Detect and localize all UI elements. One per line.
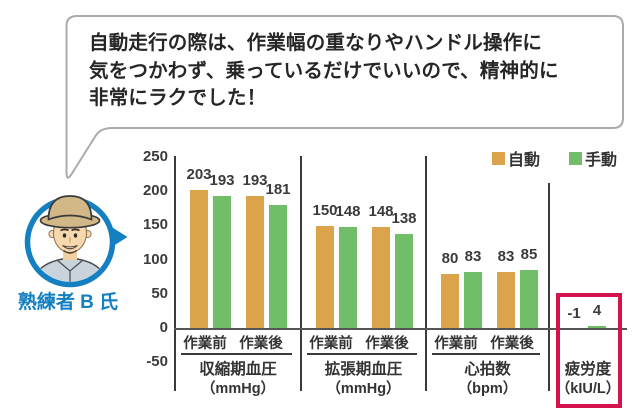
group-unit-label: （bpm） <box>457 381 518 397</box>
group-separator <box>548 183 550 391</box>
speech-bubble-text: 自動走行の際は、作業幅の重なりやハンドル操作に 気をつかわず、乗っているだけでい… <box>89 30 609 113</box>
bar <box>395 234 413 329</box>
bar <box>520 270 538 329</box>
pair-underline <box>432 353 540 355</box>
y-tick-label: 150 <box>142 216 168 234</box>
legend-item-manual: 手動 <box>569 146 617 170</box>
bubble-line-2: 気をつかわず、乗っているだけでいいので、精神的に <box>89 59 559 82</box>
farmer-avatar <box>24 195 128 288</box>
y-tick-label: 100 <box>142 250 168 268</box>
group-separator <box>425 156 427 391</box>
legend-swatch-auto <box>492 152 505 165</box>
legend-swatch-manual <box>569 152 582 165</box>
pair-underline <box>307 353 417 355</box>
bar <box>588 325 606 329</box>
bar <box>372 227 390 329</box>
bar-value-label: 83 <box>464 247 482 265</box>
bar <box>464 271 482 329</box>
y-tick-label: -50 <box>146 353 168 371</box>
bar <box>246 196 264 329</box>
speech-bubble-outline <box>65 15 624 179</box>
bar <box>190 189 208 329</box>
group-separator <box>300 156 302 391</box>
x-axis-label: 作業前 <box>183 336 227 352</box>
zero-axis-line <box>173 327 627 330</box>
y-tick-label: 250 <box>142 148 168 165</box>
mouth <box>62 244 78 250</box>
bar-value-label: -1 <box>567 304 581 322</box>
pair-underline <box>181 353 292 355</box>
bar-value-label: 193 <box>209 172 235 190</box>
bar-value-label: 181 <box>265 180 291 198</box>
bar-value-label: 148 <box>368 203 394 221</box>
bubble-line-1: 自動走行の際は、作業幅の重なりやハンドル操作に <box>89 32 543 54</box>
bar <box>339 227 357 329</box>
group-unit-label: （mmHg） <box>200 381 276 397</box>
x-axis-label: 作業後 <box>239 336 283 352</box>
x-axis-label: 作業前 <box>309 336 353 352</box>
bar-value-label: 4 <box>592 301 602 319</box>
bar-value-label: 80 <box>441 249 459 267</box>
y-tick-label: 200 <box>142 182 168 200</box>
y-tick-label: 0 <box>159 319 168 336</box>
group-unit-label: （kIU/L） <box>555 381 621 397</box>
x-axis-label: 作業後 <box>490 336 534 352</box>
group-label: 拡張期血圧 <box>324 361 403 378</box>
group-label: 収縮期血圧 <box>199 361 277 378</box>
group-unit-label: （mmHg） <box>326 381 401 397</box>
bar-value-label: 203 <box>186 165 212 183</box>
y-tick-label: 50 <box>151 284 168 302</box>
straw-hat-icon <box>39 195 101 229</box>
bar <box>316 225 334 329</box>
group-label: 疲労度 <box>564 361 612 378</box>
legend-label-manual: 手動 <box>585 152 618 169</box>
bar-value-label: 83 <box>497 247 515 265</box>
x-axis-label: 作業後 <box>365 336 409 352</box>
bubble-line-3: 非常にラクでした！ <box>89 87 267 109</box>
legend-label-auto: 自動 <box>508 152 541 169</box>
bar-value-label: 85 <box>520 246 538 264</box>
bar <box>213 196 231 329</box>
group-label: 心拍数 <box>464 361 511 378</box>
bar-value-label: 138 <box>391 210 417 228</box>
avatar-name-label: 熟練者 B 氏 <box>17 292 119 313</box>
legend-item-auto: 自動 <box>492 146 540 170</box>
bar-value-label: 193 <box>242 172 268 190</box>
highlight-box <box>556 293 622 408</box>
y-axis-line <box>173 156 176 391</box>
x-axis-label: 作業前 <box>434 336 478 352</box>
bar <box>497 271 515 329</box>
bar <box>441 273 459 329</box>
bar-value-label: 150 <box>312 201 338 219</box>
bar-value-label: 148 <box>335 203 361 221</box>
bar <box>269 204 287 329</box>
